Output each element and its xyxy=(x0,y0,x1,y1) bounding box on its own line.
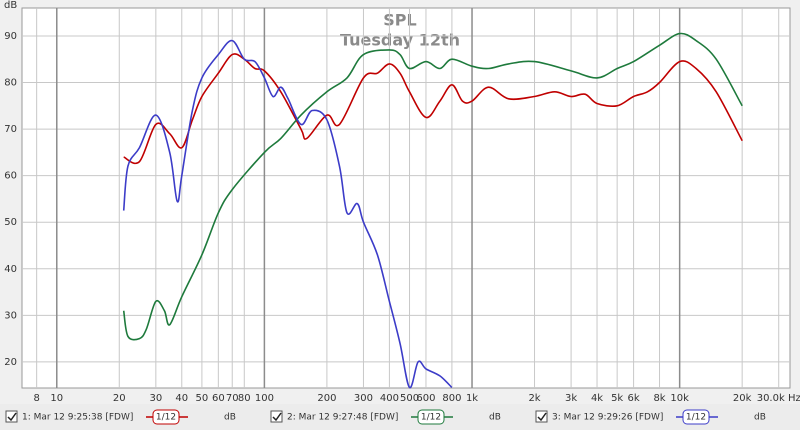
x-tick-label: 8 xyxy=(33,393,39,404)
series-line xyxy=(122,32,743,341)
y-tick-label: 60 xyxy=(4,171,17,182)
x-tick-label: 60 xyxy=(212,393,225,404)
x-tick-label: 800 xyxy=(442,393,461,404)
y-axis-label: dB xyxy=(4,0,17,11)
legend-label: 2: Mar 12 9:27:48 [FDW] xyxy=(287,413,398,423)
chart-title: SPL xyxy=(383,11,416,30)
smoothing-label: 1/12 xyxy=(156,413,176,423)
x-tick-label: 80 xyxy=(238,393,251,404)
chart-subtitle: Tuesday 12th xyxy=(340,31,460,50)
x-tick-label: 400 xyxy=(380,393,399,404)
series-line xyxy=(123,53,743,165)
legend-bar xyxy=(0,404,800,430)
x-tick-label: 3k xyxy=(565,393,577,404)
x-tick-label: 5k xyxy=(611,393,623,404)
x-tick-label: 50 xyxy=(196,393,209,404)
legend-unit: dB xyxy=(489,413,501,423)
legend-label: 1: Mar 12 9:25:38 [FDW] xyxy=(22,413,133,423)
x-tick-label: 4k xyxy=(591,393,603,404)
smoothing-box xyxy=(682,409,710,425)
y-tick-label: 30 xyxy=(4,310,17,321)
y-tick-label: 90 xyxy=(4,31,17,42)
x-tick-label: 100 xyxy=(255,393,274,404)
y-tick-label: 50 xyxy=(4,217,17,228)
x-tick-label: 30 xyxy=(149,393,162,404)
x-tick-label: 10k xyxy=(670,393,689,404)
x-tick-label: 10 xyxy=(50,393,63,404)
x-tick-label: 500 xyxy=(400,393,419,404)
x-tick-label: 40 xyxy=(175,393,188,404)
y-tick-label: 20 xyxy=(4,357,17,368)
smoothing-label: 1/12 xyxy=(686,413,706,423)
y-tick-label: 40 xyxy=(4,264,17,275)
x-tick-label: 70 xyxy=(226,393,239,404)
smoothing-box xyxy=(152,409,180,425)
x-tick-label: 30.0k Hz xyxy=(757,393,800,404)
y-tick-label: 70 xyxy=(4,124,17,135)
checkmark xyxy=(537,412,547,422)
checkmark xyxy=(272,412,282,422)
x-tick-label: 300 xyxy=(354,393,373,404)
legend-checkbox[interactable] xyxy=(5,410,18,423)
smoothing-label: 1/12 xyxy=(421,413,441,423)
legend-checkbox[interactable] xyxy=(270,410,283,423)
x-tick-label: 200 xyxy=(317,393,336,404)
x-tick-label: 20k xyxy=(733,393,752,404)
plot-area xyxy=(21,7,791,389)
x-tick-label: 1k xyxy=(466,393,478,404)
checkmark xyxy=(7,412,17,422)
x-tick-label: 6k xyxy=(628,393,640,404)
y-tick-label: 80 xyxy=(4,78,17,89)
legend-checkbox[interactable] xyxy=(535,410,548,423)
series-line xyxy=(122,39,453,389)
legend-unit: dB xyxy=(754,413,766,423)
legend-label: 3: Mar 12 9:29:26 [FDW] xyxy=(552,413,663,423)
x-tick-label: 8k xyxy=(653,393,665,404)
x-tick-label: 600 xyxy=(416,393,435,404)
x-tick-label: 20 xyxy=(113,393,126,404)
smoothing-box xyxy=(417,409,445,425)
legend-unit: dB xyxy=(224,413,236,423)
x-tick-label: 2k xyxy=(528,393,540,404)
